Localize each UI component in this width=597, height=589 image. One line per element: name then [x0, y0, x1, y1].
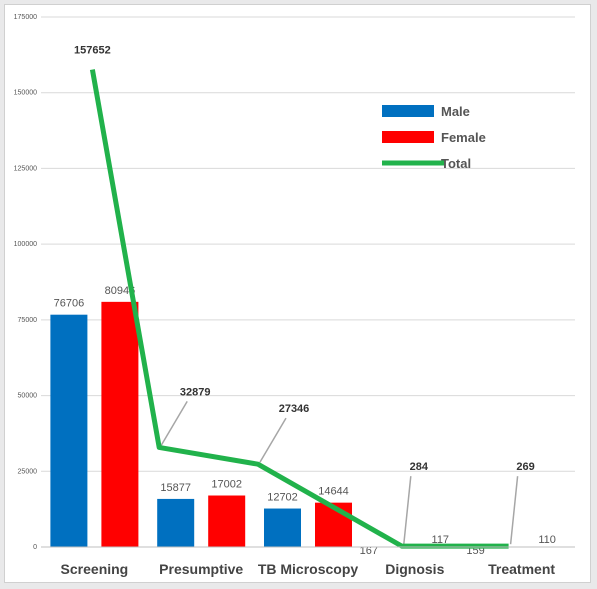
- x-category-label: Dignosis: [385, 561, 444, 577]
- y-tick-label: 0: [33, 544, 37, 551]
- bar-value-label: 117: [432, 534, 450, 546]
- y-tick-label: 75000: [18, 317, 38, 324]
- bar-value-label: 17002: [211, 479, 242, 491]
- bar-male: [50, 314, 88, 547]
- bar-value-label: 167: [360, 545, 378, 557]
- bar-female: [208, 495, 246, 547]
- y-tick-label: 150000: [14, 90, 37, 97]
- bar-male: [157, 498, 195, 547]
- bar-value-label: 76706: [54, 298, 85, 310]
- bar-value-label: 14644: [318, 486, 349, 498]
- total-value-label: 27346: [279, 403, 310, 415]
- x-axis: Screening Presumptive TB Microscopy Dignosi…: [41, 546, 575, 577]
- bars: [50, 301, 566, 547]
- bar-value-label: 15877: [160, 482, 191, 494]
- bar-value-label: 110: [538, 534, 556, 546]
- x-category-label: Presumptive: [159, 561, 243, 577]
- chart-svg: 0 25000 50000 75000 100000 125000 150000 175000…: [14, 14, 575, 577]
- total-labels: 157652 32879 27346 284 269: [74, 45, 535, 474]
- total-value-label: 269: [516, 461, 534, 473]
- y-tick-label: 25000: [18, 468, 38, 475]
- y-tick-label: 125000: [14, 165, 37, 172]
- leader-lines: [160, 401, 519, 545]
- total-line: [89, 69, 509, 549]
- chart-frame: 0 25000 50000 75000 100000 125000 150000 175000…: [4, 4, 591, 583]
- leader-line: [160, 401, 188, 446]
- bar-value-label: 80946: [105, 285, 136, 297]
- leader-line: [259, 417, 287, 463]
- bar-female: [101, 301, 139, 547]
- legend: Male Female Total: [382, 104, 486, 171]
- legend-label: Female: [441, 130, 486, 145]
- leader-line: [509, 476, 519, 545]
- y-axis: 0 25000 50000 75000 100000 125000 150000 175000: [14, 14, 37, 551]
- total-value-label: 284: [410, 461, 429, 473]
- legend-label: Male: [441, 104, 470, 119]
- y-tick-label: 50000: [18, 393, 38, 400]
- leader-line: [403, 476, 412, 545]
- y-tick-label: 175000: [14, 14, 37, 21]
- x-category-label: Treatment: [488, 561, 555, 577]
- total-value-label: 32879: [180, 386, 211, 398]
- bar-male: [264, 508, 301, 547]
- total-value-label: 157652: [74, 45, 111, 57]
- legend-swatch-male: [382, 105, 434, 117]
- legend-label: Total: [441, 156, 471, 171]
- legend-swatch-female: [382, 131, 434, 143]
- x-category-label: Screening: [61, 561, 129, 577]
- bar-value-label: 12702: [267, 492, 298, 504]
- x-category-label: TB Microscopy: [258, 561, 359, 577]
- total-series-line: [89, 69, 509, 549]
- y-tick-label: 100000: [14, 241, 37, 248]
